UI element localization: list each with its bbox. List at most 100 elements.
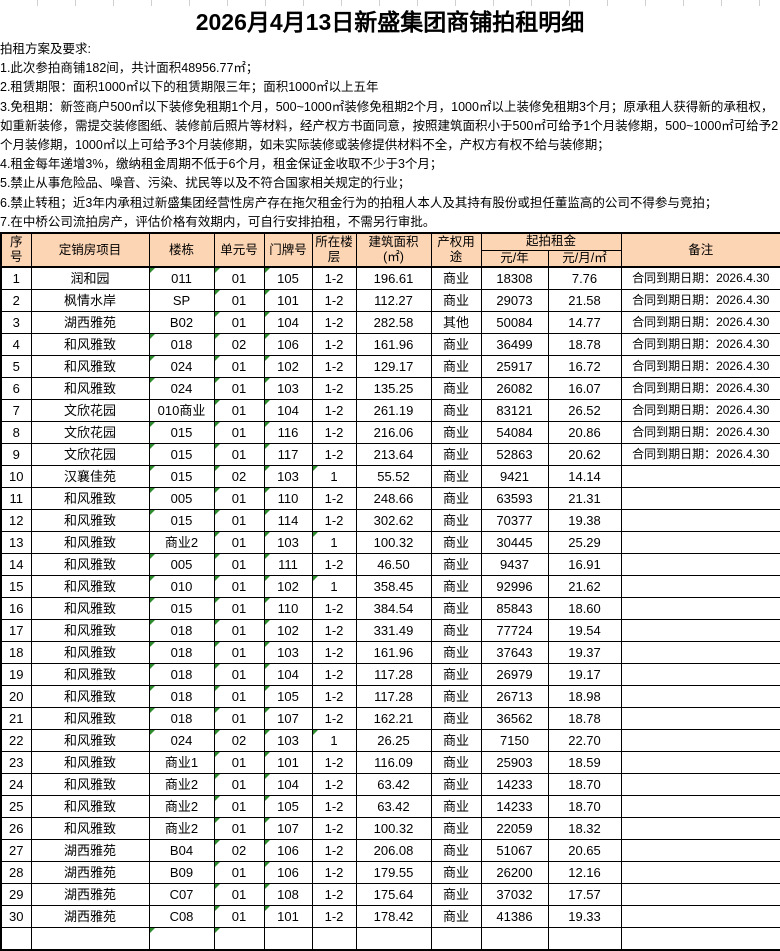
cell-rent-year[interactable]: 37643 — [480, 641, 549, 665]
cell-door[interactable]: 106 — [263, 333, 313, 357]
cell-unit[interactable]: 01 — [213, 553, 265, 577]
cell-building[interactable]: 商业2 — [148, 531, 215, 555]
cell-unit[interactable]: 01 — [213, 421, 265, 445]
cell-floor[interactable]: 1-2 — [311, 905, 357, 929]
cell-area[interactable]: 282.58 — [355, 311, 432, 335]
cell-project[interactable]: 和风雅致 — [30, 685, 150, 709]
cell-remark[interactable]: 合同到期日期：2026.4.30 — [620, 377, 780, 401]
cell-door[interactable]: 105 — [263, 685, 313, 709]
cell-floor[interactable]: 1-2 — [311, 509, 357, 533]
cell-rent-year[interactable]: 52863 — [480, 443, 549, 467]
cell-building[interactable]: 024 — [148, 729, 215, 753]
cell-area[interactable]: 26.25 — [355, 729, 432, 753]
cell-project[interactable]: 和风雅致 — [30, 729, 150, 753]
cell-project[interactable]: 文欣花园 — [30, 399, 150, 423]
cell-remark[interactable] — [620, 861, 780, 885]
cell-unit[interactable]: 01 — [213, 883, 265, 907]
cell-area[interactable]: 116.09 — [355, 751, 432, 775]
cell-remark[interactable] — [620, 465, 780, 489]
cell-area[interactable]: 117.28 — [355, 663, 432, 687]
cell-door[interactable]: 104 — [263, 773, 313, 797]
cell-rent-month[interactable]: 17.57 — [547, 883, 622, 907]
cell-area[interactable]: 63.42 — [355, 773, 432, 797]
cell-use[interactable]: 商业 — [430, 399, 482, 423]
cell-floor[interactable]: 1 — [311, 531, 357, 555]
cell-project[interactable]: 和风雅致 — [30, 553, 150, 577]
cell-remark[interactable]: 合同到期日期：2026.4.30 — [620, 399, 780, 423]
cell-project[interactable]: 和风雅致 — [30, 817, 150, 841]
cell-project[interactable]: 湖西雅苑 — [30, 839, 150, 863]
cell-rent-year[interactable]: 7150 — [480, 729, 549, 753]
cell-rent-year[interactable]: 85843 — [480, 597, 549, 621]
cell-remark[interactable]: 合同到期日期：2026.4.30 — [620, 421, 780, 445]
cell-project[interactable]: 和风雅致 — [30, 751, 150, 775]
cell-area[interactable]: 206.08 — [355, 839, 432, 863]
cell-seq[interactable]: 14 — [0, 553, 32, 577]
cell-unit[interactable]: 01 — [213, 487, 265, 511]
cell-use[interactable]: 商业 — [430, 553, 482, 577]
cell-rent-month[interactable]: 16.07 — [547, 377, 622, 401]
cell-unit[interactable]: 01 — [213, 619, 265, 643]
cell-building[interactable]: 015 — [148, 443, 215, 467]
cell-rent-month[interactable]: 18.98 — [547, 685, 622, 709]
cell-rent-month[interactable]: 21.58 — [547, 289, 622, 313]
cell-rent-year[interactable]: 51067 — [480, 839, 549, 863]
cell-building[interactable]: 024 — [148, 377, 215, 401]
cell-floor[interactable]: 1-2 — [311, 685, 357, 709]
cell-remark[interactable] — [620, 663, 780, 687]
cell-rent-year[interactable] — [480, 927, 549, 951]
cell-rent-year[interactable]: 77724 — [480, 619, 549, 643]
cell-rent-month[interactable]: 16.72 — [547, 355, 622, 379]
cell-floor[interactable]: 1-2 — [311, 443, 357, 467]
cell-use[interactable]: 商业 — [430, 795, 482, 819]
cell-door[interactable]: 107 — [263, 707, 313, 731]
cell-use[interactable]: 商业 — [430, 641, 482, 665]
cell-remark[interactable] — [620, 487, 780, 511]
cell-area[interactable]: 63.42 — [355, 795, 432, 819]
cell-seq[interactable]: 19 — [0, 663, 32, 687]
cell-project[interactable]: 文欣花园 — [30, 421, 150, 445]
cell-floor[interactable]: 1-2 — [311, 487, 357, 511]
cell-unit[interactable]: 02 — [213, 839, 265, 863]
cell-rent-month[interactable]: 26.52 — [547, 399, 622, 423]
cell-seq[interactable]: 6 — [0, 377, 32, 401]
cell-project[interactable]: 和风雅致 — [30, 663, 150, 687]
header-unit[interactable]: 单元号 — [213, 232, 265, 268]
cell-area[interactable]: 331.49 — [355, 619, 432, 643]
cell-rent-month[interactable]: 20.65 — [547, 839, 622, 863]
cell-seq[interactable]: 10 — [0, 465, 32, 489]
cell-use[interactable]: 商业 — [430, 487, 482, 511]
cell-door[interactable]: 101 — [263, 751, 313, 775]
cell-area[interactable]: 302.62 — [355, 509, 432, 533]
cell-rent-month[interactable]: 18.60 — [547, 597, 622, 621]
cell-project[interactable]: 和风雅致 — [30, 597, 150, 621]
cell-seq[interactable]: 8 — [0, 421, 32, 445]
cell-remark[interactable] — [620, 751, 780, 775]
cell-rent-month[interactable]: 14.77 — [547, 311, 622, 335]
cell-rent-year[interactable]: 9421 — [480, 465, 549, 489]
cell-unit[interactable]: 01 — [213, 266, 265, 291]
cell-seq[interactable] — [0, 927, 32, 951]
cell-building[interactable]: 005 — [148, 487, 215, 511]
cell-project[interactable]: 湖西雅苑 — [30, 905, 150, 929]
cell-project[interactable]: 和风雅致 — [30, 575, 150, 599]
cell-floor[interactable]: 1-2 — [311, 619, 357, 643]
cell-use[interactable]: 商业 — [430, 905, 482, 929]
cell-project[interactable]: 汉襄佳苑 — [30, 465, 150, 489]
cell-building[interactable]: C08 — [148, 905, 215, 929]
cell-floor[interactable]: 1-2 — [311, 311, 357, 335]
cell-area[interactable]: 358.45 — [355, 575, 432, 599]
cell-remark[interactable] — [620, 619, 780, 643]
cell-use[interactable]: 商业 — [430, 333, 482, 357]
cell-project[interactable]: 和风雅致 — [30, 707, 150, 731]
cell-area[interactable]: 213.64 — [355, 443, 432, 467]
cell-unit[interactable]: 02 — [213, 465, 265, 489]
cell-door[interactable]: 114 — [263, 509, 313, 533]
cell-seq[interactable]: 4 — [0, 333, 32, 357]
cell-seq[interactable]: 15 — [0, 575, 32, 599]
cell-rent-month[interactable]: 18.70 — [547, 773, 622, 797]
cell-area[interactable]: 46.50 — [355, 553, 432, 577]
cell-building[interactable]: 018 — [148, 707, 215, 731]
cell-project[interactable]: 和风雅致 — [30, 377, 150, 401]
cell-seq[interactable]: 21 — [0, 707, 32, 731]
